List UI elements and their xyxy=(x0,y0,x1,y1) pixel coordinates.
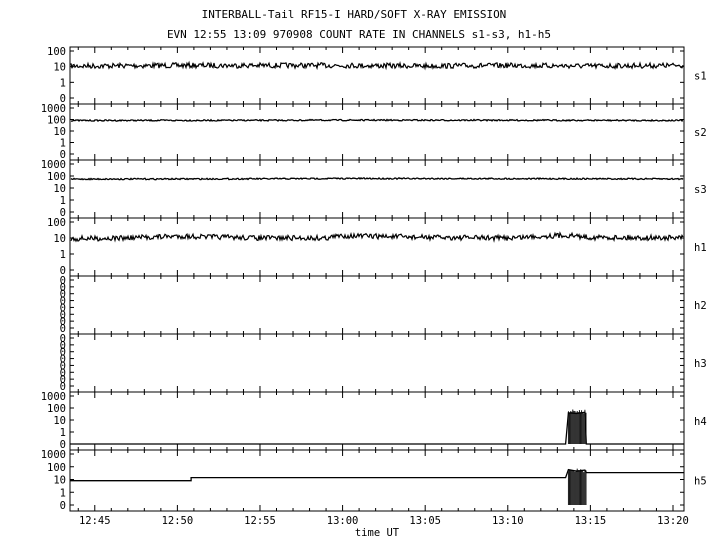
y-tick-label: 0 xyxy=(60,500,66,512)
y-tick-label: 10 xyxy=(53,62,66,74)
panel-frame xyxy=(69,103,685,161)
y-tick-label: 0 xyxy=(60,333,66,345)
y-tick-label: 100 xyxy=(47,217,66,229)
y-tick-label: 0 xyxy=(60,309,66,321)
series-line-h5 xyxy=(70,468,684,482)
y-tick-label: 0 xyxy=(60,275,66,287)
x-tick-label: 13:10 xyxy=(492,515,524,527)
channel-label-h1: h1 xyxy=(694,242,707,254)
y-tick-label: 10 xyxy=(53,126,66,138)
y-tick-label: 0 xyxy=(60,347,66,359)
y-tick-label: 10 xyxy=(53,415,66,427)
y-tick-label: 1 xyxy=(60,487,66,499)
y-tick-label: 0 xyxy=(60,289,66,301)
channel-label-h5: h5 xyxy=(694,476,707,488)
panel-frame xyxy=(69,46,685,105)
chart-subtitle: EVN 12:55 13:09 970908 COUNT RATE IN CHA… xyxy=(167,28,551,41)
y-tick-label: 10 xyxy=(53,233,66,245)
panel-frame xyxy=(69,391,685,451)
chart-title: INTERBALL-Tail RF15-I HARD/SOFT X-RAY EM… xyxy=(202,8,507,21)
burst-spikes-h4 xyxy=(567,409,587,444)
y-tick-label: 0 xyxy=(60,374,66,386)
y-tick-label: 0 xyxy=(60,381,66,393)
y-tick-label: 0 xyxy=(60,340,66,352)
y-tick-label: 0 xyxy=(60,316,66,328)
y-tick-label: 0 xyxy=(60,439,66,451)
x-axis: 12:45 12:50 12:55 13:00 13:05 13:10 13:15 13:20 xyxy=(79,515,689,527)
y-tick-label: 100 xyxy=(47,115,66,127)
panel-frame xyxy=(69,333,685,393)
x-tick-label: 12:50 xyxy=(162,515,194,527)
x-tick-label: 13:00 xyxy=(327,515,359,527)
y-tick-label: 0 xyxy=(60,149,66,161)
series-line-s1 xyxy=(70,60,684,71)
channel-label-h2: h2 xyxy=(694,300,707,312)
y-tick-label: 1 xyxy=(60,138,66,150)
burst-spikes-h5 xyxy=(567,468,587,505)
y-tick-label: 1000 xyxy=(41,103,66,115)
series-line-s2 xyxy=(70,118,684,123)
y-tick-label: 100 xyxy=(47,462,66,474)
y-tick-label: 0 xyxy=(60,93,66,105)
channel-label-s2: s2 xyxy=(694,127,707,139)
channel-label-s3: s3 xyxy=(694,184,707,196)
y-tick-label: 10 xyxy=(53,183,66,195)
series-line-h1 xyxy=(70,231,684,243)
x-tick-label: 12:55 xyxy=(244,515,276,527)
y-tick-label: 0 xyxy=(60,296,66,308)
y-tick-label: 0 xyxy=(60,282,66,294)
y-tick-label: 10 xyxy=(53,475,66,487)
x-tick-label: 13:05 xyxy=(409,515,441,527)
x-tick-label: 12:45 xyxy=(79,515,111,527)
x-axis-label: time UT xyxy=(355,527,400,539)
y-tick-label: 0 xyxy=(60,323,66,335)
y-tick-label: 100 xyxy=(47,46,66,58)
series-line-s3 xyxy=(70,176,684,181)
y-tick-label: 1 xyxy=(60,249,66,261)
y-tick-label: 0 xyxy=(60,354,66,366)
y-tick-label: 1000 xyxy=(41,391,66,403)
y-tick-label: 0 xyxy=(60,302,66,314)
panel-frame xyxy=(69,217,685,277)
y-tick-label: 0 xyxy=(60,367,66,379)
x-tick-label: 13:15 xyxy=(575,515,607,527)
panel-frame xyxy=(69,275,685,335)
y-tick-label: 1 xyxy=(60,195,66,207)
channel-label-s1: s1 xyxy=(694,71,707,83)
x-tick-label: 13:20 xyxy=(657,515,689,527)
y-tick-label: 100 xyxy=(47,171,66,183)
channel-label-h3: h3 xyxy=(694,358,707,370)
y-tick-label: 1000 xyxy=(41,159,66,171)
series-line-h4 xyxy=(70,411,684,445)
y-tick-label: 100 xyxy=(47,403,66,415)
y-tick-label: 1 xyxy=(60,77,66,89)
channel-label-h4: h4 xyxy=(694,416,707,428)
y-tick-label: 1 xyxy=(60,427,66,439)
y-tick-label: 0 xyxy=(60,207,66,219)
y-tick-label: 0 xyxy=(60,360,66,372)
y-tick-label: 1000 xyxy=(41,449,66,461)
y-tick-label: 0 xyxy=(60,265,66,277)
panel-frame xyxy=(69,159,685,219)
panels-group: 1001010s110001001010s210001001010s310010… xyxy=(41,46,707,512)
